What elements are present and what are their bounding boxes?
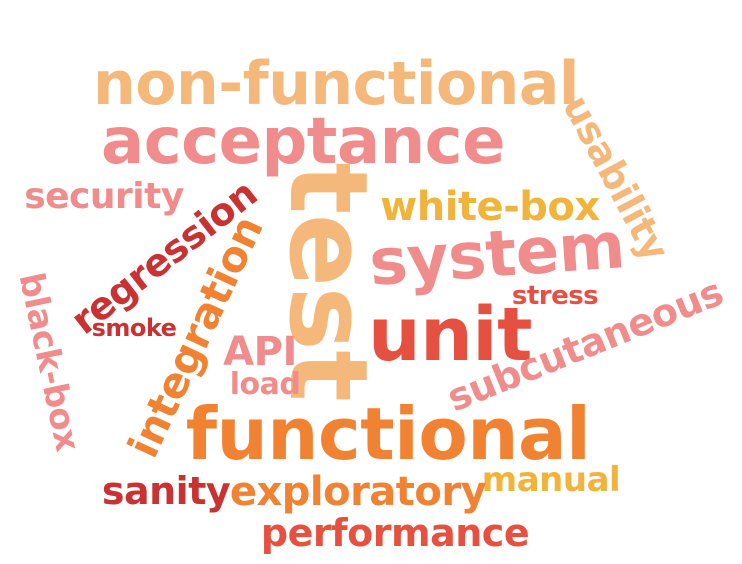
word-performance: performance [260, 511, 530, 555]
word-security: security [24, 176, 184, 217]
word-white-box: white-box [380, 184, 600, 230]
word-black-box: black-box [10, 269, 88, 455]
word-load: load [229, 367, 301, 402]
word-stress: stress [511, 281, 599, 311]
word-API: API [223, 329, 297, 375]
word-sanity: sanity [101, 469, 231, 513]
word-exploratory: exploratory [229, 469, 487, 515]
word-acceptance: acceptance [101, 105, 505, 179]
word-smoke: smoke [91, 314, 177, 342]
word-non-functional: non-functional [93, 49, 579, 119]
word-unit: unit [367, 292, 533, 378]
word-manual: manual [481, 460, 621, 500]
word-functional: functional [185, 392, 591, 476]
